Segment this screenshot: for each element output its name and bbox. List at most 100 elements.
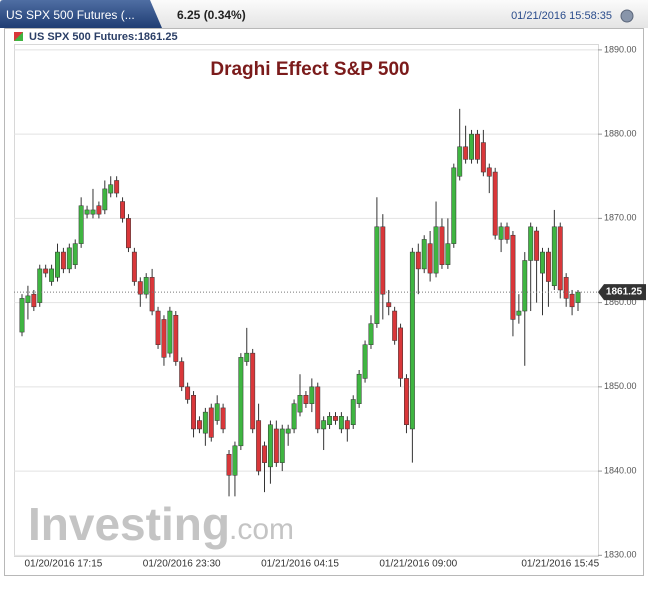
candle-body <box>433 226 439 274</box>
candle-body <box>569 293 575 308</box>
legend: US SPX 500 Futures:1861.25 <box>29 31 178 43</box>
candle-body <box>102 188 108 211</box>
candle-body <box>545 251 551 282</box>
candle-body <box>439 226 445 265</box>
candle-body <box>25 295 31 303</box>
candle-body <box>66 247 72 270</box>
candle-body <box>250 352 256 430</box>
candle-body <box>469 133 474 160</box>
candle-body <box>492 171 498 236</box>
candle-body <box>43 268 49 274</box>
legend-icon-red <box>14 32 23 41</box>
candle-body <box>167 310 173 354</box>
candle-body <box>563 277 569 299</box>
candle-body <box>457 146 463 177</box>
candle-body <box>392 310 398 341</box>
candle-body <box>309 386 315 404</box>
current-price-tag <box>598 284 646 301</box>
candle-body <box>451 167 457 244</box>
candle-body <box>333 416 338 421</box>
candle-body <box>96 205 102 215</box>
candle-body <box>404 378 409 425</box>
candle-body <box>297 395 303 413</box>
candle-body <box>350 399 356 425</box>
candle-body <box>557 226 563 291</box>
y-tick-label: 1880.00 <box>604 129 637 139</box>
change: 6.25 (0.34%) <box>177 8 246 22</box>
candle-body <box>303 395 309 404</box>
candle-body <box>226 453 232 476</box>
candle-body <box>84 209 90 215</box>
candle-body <box>409 251 415 430</box>
candle-body <box>179 361 185 388</box>
candle-body <box>90 209 96 215</box>
candle-body <box>338 416 344 430</box>
candle-body <box>321 420 327 430</box>
y-tick-label: 1860.00 <box>604 297 637 307</box>
candle-body <box>78 205 84 244</box>
y-tick-label: 1870.00 <box>604 213 637 223</box>
candle-body <box>551 226 557 287</box>
candle-body <box>108 184 114 194</box>
candle-body <box>49 268 55 282</box>
candle-body <box>131 251 137 282</box>
candle-body <box>398 327 404 379</box>
watermark: Investing .com <box>28 498 294 550</box>
current-price-label: 1861.25 <box>606 287 643 298</box>
candle-body <box>19 298 25 333</box>
candle-body <box>31 293 37 308</box>
chart-panel <box>4 28 644 576</box>
x-tick-label: 01/21/2016 09:00 <box>379 559 457 570</box>
candle-body <box>244 352 250 362</box>
candle-body <box>72 243 78 265</box>
candle-body <box>196 420 202 430</box>
candle-body <box>185 386 191 400</box>
chart-title: Draghi Effect S&P 500 <box>210 59 409 80</box>
candle-body <box>202 411 208 434</box>
y-tick-label: 1840.00 <box>604 465 637 475</box>
x-tick-label: 01/21/2016 15:45 <box>521 559 599 570</box>
candle-body <box>262 445 267 463</box>
candle-body <box>540 251 545 274</box>
candle-body <box>285 428 291 434</box>
candle-body <box>415 251 421 270</box>
y-tick-label: 1830.00 <box>604 550 637 560</box>
candle-body <box>528 226 534 261</box>
candle-body <box>173 314 179 362</box>
candle-body <box>256 420 262 472</box>
candle-body <box>374 226 380 324</box>
candle-body <box>463 146 469 160</box>
candle-body <box>291 403 297 430</box>
tab[interactable] <box>0 0 162 28</box>
candle-body <box>421 239 427 270</box>
candle-body <box>191 395 196 430</box>
candle-body <box>114 180 120 194</box>
candle-body <box>516 310 522 316</box>
timestamp: 01/21/2016 15:58:35 <box>511 10 612 22</box>
candle-body <box>522 260 528 312</box>
settings-button[interactable] <box>620 9 634 23</box>
candle-body <box>315 386 321 430</box>
x-tick-label: 01/20/2016 17:15 <box>24 559 102 570</box>
candle-body <box>60 251 66 270</box>
candle-body <box>55 251 60 278</box>
x-tick-label: 01/20/2016 23:30 <box>143 559 221 570</box>
plot-frame <box>14 44 599 557</box>
candle-body <box>267 424 273 468</box>
candle-body <box>362 344 368 379</box>
candle-body <box>427 243 433 274</box>
candle-body <box>534 230 540 261</box>
candle-body <box>149 277 155 312</box>
y-tick-label: 1850.00 <box>604 381 637 391</box>
candle-body <box>504 226 510 240</box>
y-tick-label: 1890.00 <box>604 44 637 54</box>
watermark-main: Investing <box>28 498 230 550</box>
candle-body <box>327 416 333 425</box>
watermark-suffix: .com <box>229 513 294 546</box>
candle-body <box>273 428 279 463</box>
tab-title: US SPX 500 Futures (... <box>6 8 135 22</box>
candle-body <box>386 302 392 308</box>
candle-body <box>498 226 504 240</box>
candle-body <box>344 420 350 430</box>
